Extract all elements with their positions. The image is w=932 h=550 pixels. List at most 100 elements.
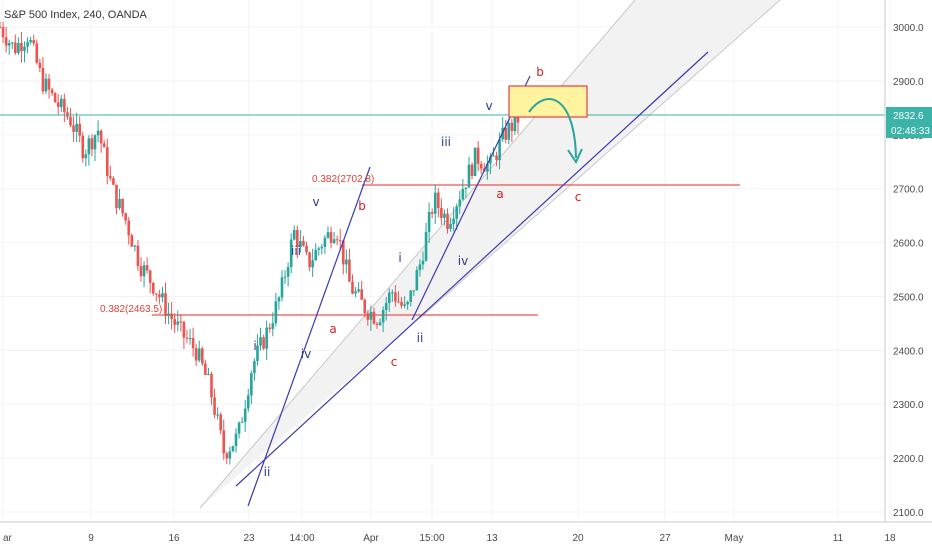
candle-body <box>17 43 20 53</box>
price-tick-label: 2200.0 <box>893 454 924 465</box>
candle-body <box>345 259 348 265</box>
header-bg <box>0 6 118 22</box>
candle-body <box>302 241 305 246</box>
candle-body <box>26 42 29 47</box>
current-price-badge <box>886 107 932 123</box>
candle-body <box>29 40 32 43</box>
candle-body <box>145 265 149 271</box>
candle-body <box>473 147 477 176</box>
candle-body <box>127 220 131 236</box>
candle-body <box>240 421 244 423</box>
countdown-label: 02:48:33 <box>891 126 930 137</box>
candle-body <box>158 294 161 298</box>
candle-body <box>231 446 235 452</box>
candle-body <box>341 240 345 265</box>
wave-label: i <box>253 339 256 353</box>
time-tick-label: 20 <box>572 533 584 544</box>
candle-body <box>433 192 437 214</box>
candle-body <box>161 293 164 298</box>
candle-body <box>387 292 391 304</box>
candle-body <box>375 323 379 325</box>
candle-body <box>182 321 186 338</box>
candle-body <box>213 397 216 415</box>
trendline-wave1 <box>247 166 371 507</box>
wave-label: iii <box>441 135 451 149</box>
candle-body <box>421 260 425 265</box>
price-tick-label: 2700.0 <box>893 185 924 196</box>
candle-body <box>440 207 443 218</box>
time-axis[interactable]: ar 9 16 23 14:00 Apr 15:00 13 20 27 May 11 18 <box>0 521 932 544</box>
candle-body <box>271 323 275 329</box>
candle-body <box>121 198 124 214</box>
candle-body <box>112 178 115 185</box>
candle-body <box>194 348 198 361</box>
candle-body <box>280 277 284 298</box>
candle-body <box>185 337 189 339</box>
candle-body <box>23 46 26 52</box>
candle-body <box>173 319 177 325</box>
candle-body <box>299 241 302 248</box>
candle-body <box>286 267 290 277</box>
candle-body <box>268 327 272 329</box>
candle-body <box>66 112 69 117</box>
price-tick-label: 2400.0 <box>893 346 924 357</box>
candle-body <box>234 433 238 447</box>
candle-body <box>351 281 354 294</box>
candle-body <box>148 270 152 283</box>
candle-body <box>317 248 321 250</box>
channel-shading <box>200 0 780 508</box>
candle-body <box>69 116 72 126</box>
candle-body <box>155 293 158 295</box>
grid <box>0 0 891 522</box>
candle-body <box>191 338 195 349</box>
candle-body <box>4 37 8 46</box>
candle-body <box>250 373 253 396</box>
candle-body <box>222 430 226 454</box>
candle-body <box>176 321 180 325</box>
candle-body <box>243 408 247 422</box>
candle-body <box>277 297 281 302</box>
chart-title: S&P 500 Index, 240, OANDA <box>4 9 148 21</box>
candle-body <box>486 163 489 172</box>
candle-body <box>96 130 100 136</box>
candle-body <box>41 67 45 92</box>
candle-body <box>335 239 339 241</box>
candle-body <box>314 249 318 261</box>
wave-label: ii <box>417 331 424 345</box>
candle-body <box>259 337 262 346</box>
candle-body <box>72 125 75 132</box>
candle-body <box>32 40 36 44</box>
candle-body <box>256 345 259 362</box>
candle-body <box>35 43 39 63</box>
target-box[interactable] <box>508 85 588 118</box>
candle-body <box>507 122 511 140</box>
candle-body <box>81 135 85 159</box>
candle-body <box>305 245 308 253</box>
candle-body <box>164 293 167 317</box>
candle-body <box>253 361 256 374</box>
candle-body <box>90 138 94 150</box>
time-tick-label: 16 <box>168 533 180 544</box>
candle-body <box>179 321 183 323</box>
candle-body <box>403 304 406 306</box>
candle-body <box>124 213 127 221</box>
wave-label: ii <box>264 465 271 479</box>
candle-body <box>47 78 51 90</box>
countdown-badge <box>886 123 932 138</box>
wave-label: b <box>358 199 366 213</box>
candle-body <box>139 266 143 277</box>
candle-body <box>464 187 468 189</box>
candle-body <box>320 246 324 249</box>
current-price-label: 2832.6 <box>893 111 924 122</box>
candle-body <box>430 211 434 214</box>
candle-body <box>142 265 146 277</box>
price-tick-label: 2100.0 <box>893 508 924 519</box>
candle-body <box>225 453 229 459</box>
candle-body <box>283 276 287 278</box>
time-tick-label: Apr <box>363 533 379 544</box>
price-axis[interactable]: 3000.02900.02800.02700.02600.02500.02400… <box>884 0 932 522</box>
candle-body <box>329 232 333 243</box>
forecast-arrow <box>528 98 577 159</box>
